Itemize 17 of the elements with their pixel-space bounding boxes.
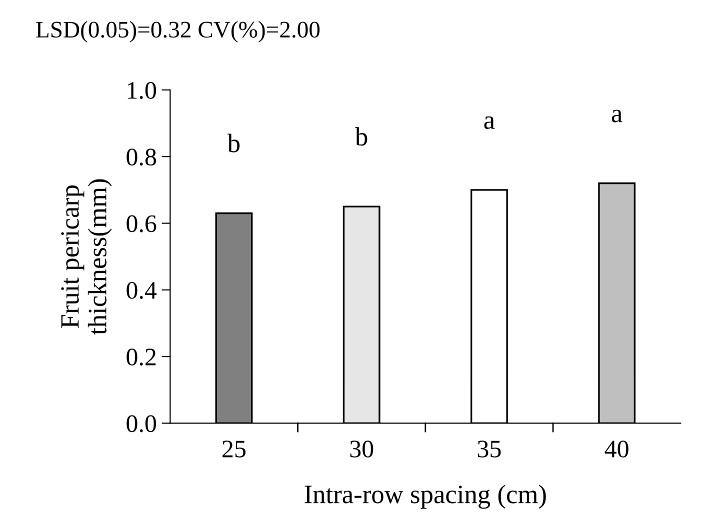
y-tick-label: 0.4 [126,282,157,299]
x-tick-label: 30 [350,440,374,458]
y-axis-title: Fruit pericarp thickness(mm) [61,179,112,335]
x-tick-label: 40 [604,440,628,458]
annotation: a [484,116,495,129]
x-tick-label: 25 [222,440,246,458]
chart-title: LSD(0.05)=0.32 CV(%)=2.00 [36,21,320,42]
x-axis-title: Intra-row spacing (cm) [304,484,546,509]
y-tick-label: 0.6 [126,215,156,232]
annotation: a [612,110,622,122]
x-tick-label: 35 [478,440,501,458]
y-tick-label: 0.8 [126,148,156,166]
y-tick-label: 1.0 [128,82,156,99]
y-tick-label: 0.2 [126,348,156,366]
y-tick-label: 0.0 [126,415,156,432]
annotation: b [227,134,240,152]
annotation: b [354,127,368,146]
